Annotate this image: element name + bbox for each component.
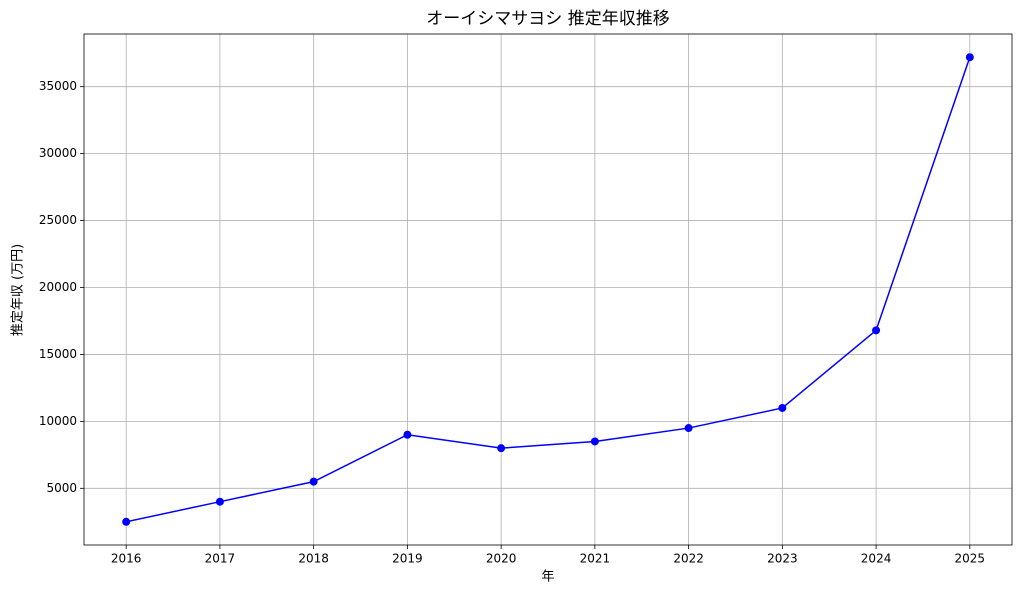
data-point bbox=[590, 437, 599, 446]
x-tick-label: 2020 bbox=[486, 552, 517, 566]
chart-title: オーイシマサヨシ 推定年収推移 bbox=[426, 9, 669, 29]
y-tick-label: 25000 bbox=[39, 213, 77, 227]
x-tick-label: 2022 bbox=[673, 552, 704, 566]
x-axis-label: 年 bbox=[541, 570, 554, 585]
plot-frame bbox=[83, 33, 1013, 546]
y-tick-label: 20000 bbox=[39, 280, 77, 294]
data-point bbox=[497, 444, 506, 453]
x-tick-label: 2024 bbox=[861, 552, 892, 566]
x-tick-label: 2017 bbox=[205, 552, 236, 566]
x-tick-label: 2016 bbox=[111, 552, 142, 566]
data-point bbox=[965, 53, 974, 62]
y-tick-label: 30000 bbox=[39, 146, 77, 160]
data-point bbox=[215, 497, 224, 506]
x-tick-label: 2019 bbox=[392, 552, 423, 566]
y-tick-label: 10000 bbox=[39, 414, 77, 428]
y-tick-label: 35000 bbox=[39, 79, 77, 93]
x-tick-label: 2021 bbox=[580, 552, 611, 566]
x-tick-label: 2023 bbox=[767, 552, 798, 566]
data-point bbox=[309, 477, 318, 486]
y-tick-label: 15000 bbox=[39, 347, 77, 361]
x-tick-label: 2025 bbox=[955, 552, 986, 566]
y-tick-label: 5000 bbox=[46, 481, 77, 495]
x-tick-label: 2018 bbox=[298, 552, 329, 566]
data-point bbox=[778, 403, 787, 412]
data-point bbox=[122, 517, 131, 526]
data-line bbox=[126, 56, 971, 523]
data-point bbox=[403, 430, 412, 439]
y-axis-label: 推定年収 (万円) bbox=[11, 244, 26, 336]
data-point bbox=[684, 424, 693, 433]
data-point bbox=[872, 326, 881, 335]
